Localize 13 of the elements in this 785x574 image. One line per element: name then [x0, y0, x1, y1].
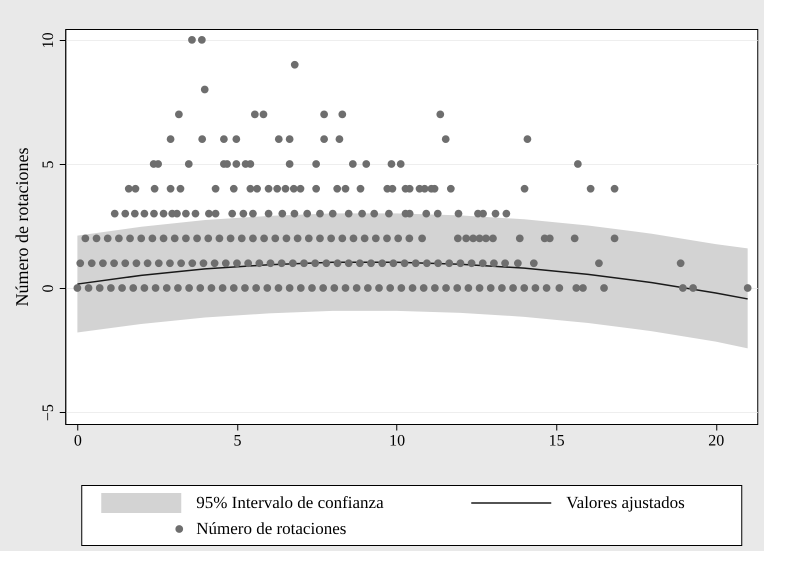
legend-label: Valores ajustados	[566, 493, 685, 512]
x-tick-label: 15	[548, 432, 565, 450]
x-tick-label: 10	[389, 432, 406, 450]
y-tick-label: 0	[40, 284, 57, 293]
y-tick-label: 5	[40, 160, 57, 168]
x-tick-label: 5	[233, 432, 242, 450]
x-tick-label: 20	[708, 432, 724, 450]
x-tick-label: 0	[74, 432, 82, 450]
legend-label: Número de rotaciones	[196, 519, 346, 538]
y-tick-label: 10	[40, 32, 57, 48]
y-tick-label: −5	[40, 404, 57, 422]
text: 95% Intervalo de confianza	[196, 493, 384, 512]
y-axis-title: Número de rotaciones	[12, 148, 32, 306]
